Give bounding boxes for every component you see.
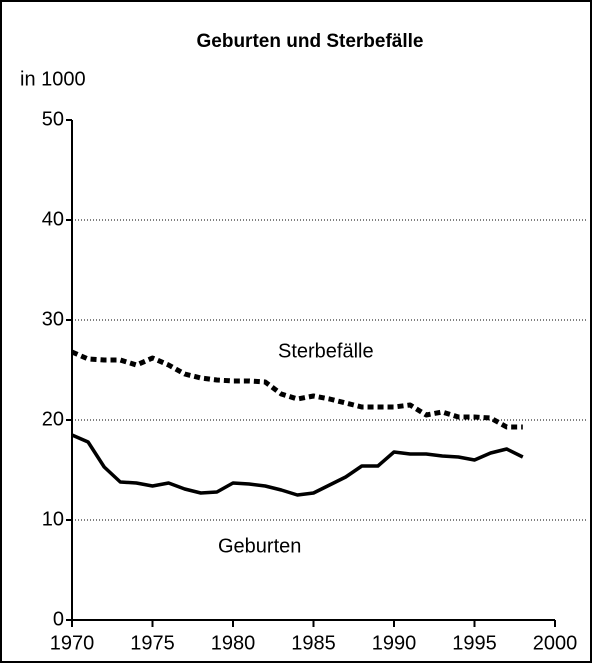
series-label: Sterbefälle	[278, 340, 374, 362]
x-tick-label: 1975	[130, 632, 175, 654]
x-tick-label: 1995	[452, 632, 497, 654]
y-tick-label: 0	[53, 608, 64, 630]
y-tick-label: 50	[42, 108, 64, 130]
x-tick-label: 1985	[291, 632, 336, 654]
y-tick-label: 40	[42, 208, 64, 230]
y-tick-label: 30	[42, 308, 64, 330]
x-tick-label: 1980	[211, 632, 256, 654]
chart-title: Geburten und Sterbefälle	[197, 31, 424, 52]
x-tick-label: 1970	[50, 632, 95, 654]
series-line	[71, 433, 524, 497]
y-tick-label: 10	[42, 508, 64, 530]
y-axis-label: in 1000	[20, 68, 86, 90]
y-tick-label: 20	[42, 408, 64, 430]
x-tick-label: 2000	[533, 632, 578, 654]
series-line	[71, 349, 523, 430]
series-label: Geburten	[218, 535, 301, 557]
x-tick-label: 1990	[372, 632, 417, 654]
